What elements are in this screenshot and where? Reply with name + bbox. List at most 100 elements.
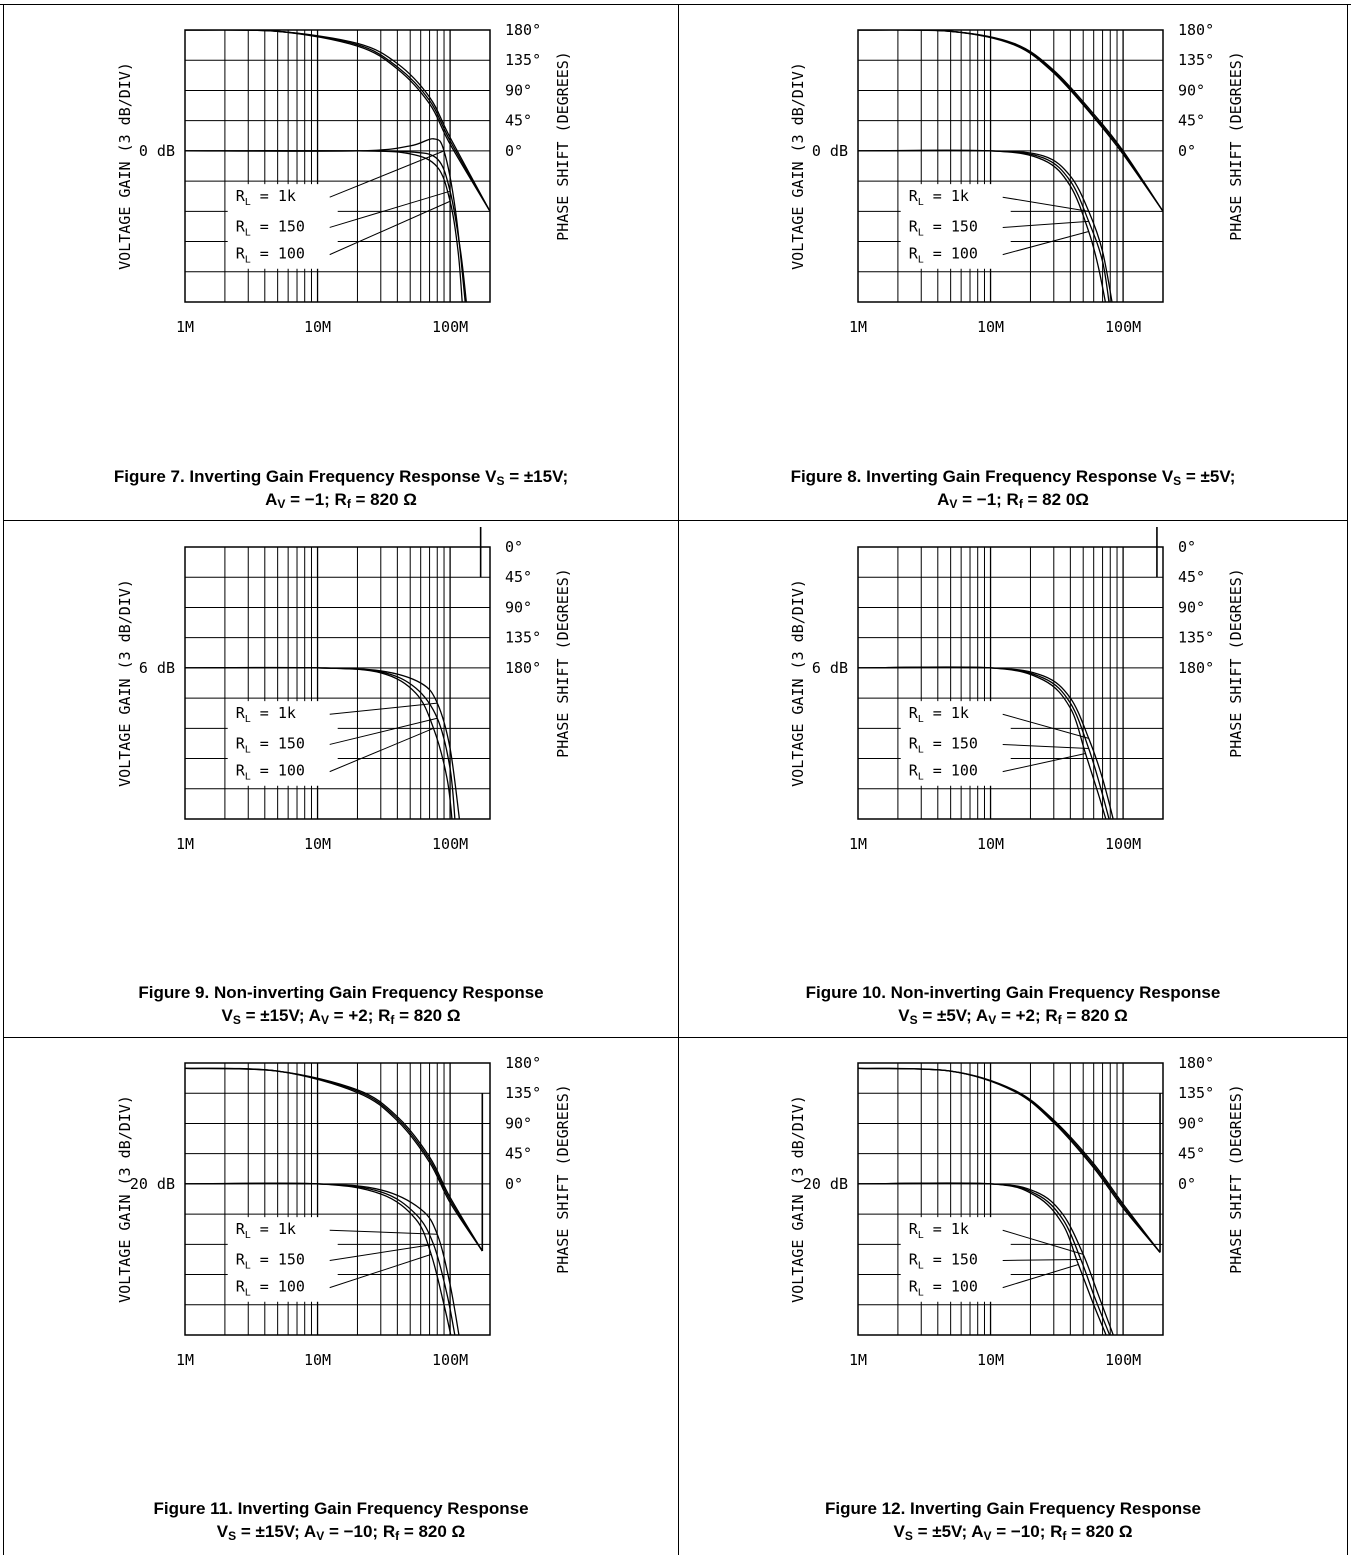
fig12-ylabel-right: PHASE SHIFT (DEGREES) [1227, 1084, 1245, 1274]
fig8-ref-gain-label: 0 dB [812, 142, 848, 160]
table-divider-row-1 [3, 520, 1348, 521]
fig10-x-tick-100M: 100M [1105, 835, 1141, 853]
fig8-x-tick-1M: 1M [849, 318, 867, 336]
fig10-grid [858, 547, 1163, 819]
fig8-plot-frame [857, 29, 1164, 303]
caption-figure-7: Figure 7. Inverting Gain Frequency Respo… [8, 465, 674, 511]
fig8-legend-label-100: RL = 100 [909, 245, 978, 266]
fig10-ref-gain-label: 6 dB [812, 659, 848, 677]
fig12-gain-line-100 [858, 1182, 1107, 1335]
caption-text: = ±5V; [1181, 467, 1236, 486]
fig11-curves [185, 1067, 483, 1335]
caption-subscript: S [1173, 474, 1182, 488]
fig7-legend-leader-1k [329, 150, 445, 198]
fig9-ylabel-left: VOLTAGE GAIN (3 dB/DIV) [116, 579, 134, 787]
fig9-legend-leader-1k [329, 702, 438, 715]
chart-figure-10: RL = 1k RL = 150 RL = 100 1M 10M 100M 6 dB 0° 45… [789, 527, 1245, 853]
fig10-x-tick-10M: 10M [977, 835, 1004, 853]
caption-text: = −1; R [285, 490, 347, 509]
caption-text: = −10; R [991, 1522, 1063, 1541]
caption-line: VS = ±15V; AV = −10; Rf = 820 Ω [8, 1520, 674, 1543]
fig7-legend-box [227, 184, 338, 269]
caption-line: VS = ±5V; AV = −10; Rf = 820 Ω [683, 1520, 1343, 1543]
fig8-x-tick-100M: 100M [1105, 318, 1141, 336]
fig9-x-tick-100M: 100M [432, 835, 468, 853]
fig9-legend-box [227, 701, 338, 786]
caption-text: = +2; R [328, 1006, 391, 1025]
caption-figure-8: Figure 8. Inverting Gain Frequency Respo… [683, 465, 1343, 511]
caption-text: Inverting Gain Frequency Response [237, 1499, 529, 1518]
caption-text: V [893, 1522, 905, 1541]
fig10-phase-label: 180° [1178, 659, 1214, 677]
fig7-x-tick-1M: 1M [176, 318, 194, 336]
caption-figure-12: Figure 12. Inverting Gain Frequency Resp… [683, 1497, 1343, 1543]
caption-text: V [216, 1522, 229, 1541]
fig8-ylabel-left: VOLTAGE GAIN (3 dB/DIV) [789, 62, 807, 270]
caption-text: = 820 Ω [1061, 1006, 1128, 1025]
caption-text: A [265, 490, 278, 509]
fig8-phase-label: 135° [1178, 51, 1214, 69]
fig8-gain-line-100 [858, 149, 1107, 302]
fig8-legend-label-1k: RL = 1k [909, 187, 969, 208]
fig9-phase-label: 45° [505, 568, 532, 586]
fig7-phase-label: 135° [505, 51, 541, 69]
caption-text: = ±15V; [504, 467, 569, 486]
caption-subscript: S [228, 1529, 237, 1543]
caption-figure-10: Figure 10. Non-inverting Gain Frequency … [683, 981, 1343, 1027]
fig8-phase-label: 180° [1178, 21, 1214, 39]
caption-subscript: V [983, 1529, 992, 1543]
fig11-plot-frame [184, 1062, 491, 1336]
fig12-x-tick-1M: 1M [849, 1351, 867, 1369]
fig10-legend-leader-150 [1002, 743, 1089, 749]
fig9-gain-line-100 [185, 666, 453, 819]
fig12-ref-gain-label: 20 dB [803, 1175, 848, 1193]
chart-figure-9: RL = 1k RL = 150 RL = 100 1M 10M 100M 6 dB 0° 45… [116, 527, 572, 853]
caption-text: = −1; R [957, 490, 1019, 509]
fig8-phase-label: 0° [1178, 142, 1196, 160]
fig7-phase-label: 90° [505, 81, 532, 99]
fig10-curves [858, 666, 1114, 819]
caption-subscript: S [232, 1013, 241, 1027]
fig10-plot-frame [857, 546, 1164, 820]
fig9-phase-label: 0° [505, 538, 523, 556]
chart-figure-11: RL = 1k RL = 150 RL = 100 1M 10M 100M 20 dB 180… [116, 1054, 572, 1369]
fig7-legend-label-100: RL = 100 [236, 245, 305, 266]
fig12-legend-label-150: RL = 150 [909, 1250, 978, 1271]
table-border-left [3, 4, 4, 1555]
fig12-legend-box [900, 1217, 1011, 1302]
fig7-ylabel-right: PHASE SHIFT (DEGREES) [554, 51, 572, 241]
caption-text: = ±15V; A [236, 1522, 317, 1541]
caption-text: = −10; R [324, 1522, 396, 1541]
fig7-plot-frame [184, 29, 491, 303]
fig11-legend-leader-150 [329, 1243, 434, 1261]
fig8-legend-leader-1k [1002, 196, 1089, 212]
fig10-legend-label-100: RL = 100 [909, 762, 978, 783]
caption-text: = ±15V; A [240, 1006, 321, 1025]
caption-text: = 820 Ω [394, 1006, 461, 1025]
figure-number: Figure 7. [113, 467, 190, 486]
fig9-phase-label: 180° [505, 659, 541, 677]
fig8-ylabel-right: PHASE SHIFT (DEGREES) [1227, 51, 1245, 241]
fig12-x-tick-100M: 100M [1105, 1351, 1141, 1369]
fig8-x-tick-10M: 10M [977, 318, 1004, 336]
fig12-phase-label: 180° [1178, 1054, 1214, 1072]
caption-line: Figure 7. Inverting Gain Frequency Respo… [8, 465, 674, 488]
fig7-legend-label-1k: RL = 1k [236, 187, 296, 208]
fig11-gain-line-100 [185, 1182, 452, 1335]
fig9-phase-line-1k [185, 527, 481, 542]
fig9-ref-gain-label: 6 dB [139, 659, 175, 677]
fig11-phase-label: 0° [505, 1175, 523, 1193]
fig9-x-tick-10M: 10M [304, 835, 331, 853]
caption-text: Inverting Gain Frequency Response V [189, 467, 497, 486]
caption-text: Non-inverting Gain Frequency Response [890, 983, 1221, 1002]
fig9-phase-label: 135° [505, 629, 541, 647]
caption-line: VS = ±5V; AV = +2; Rf = 820 Ω [683, 1004, 1343, 1027]
fig11-phase-label: 45° [505, 1145, 532, 1163]
fig12-legend-leader-1k [1002, 1229, 1084, 1255]
caption-subscript: S [904, 1529, 913, 1543]
fig11-ylabel-left: VOLTAGE GAIN (3 dB/DIV) [116, 1095, 134, 1303]
fig8-legend-leader-150 [1002, 220, 1089, 228]
fig11-legend-leader-1k [329, 1229, 438, 1235]
fig12-legend-leader-100 [1002, 1264, 1079, 1289]
